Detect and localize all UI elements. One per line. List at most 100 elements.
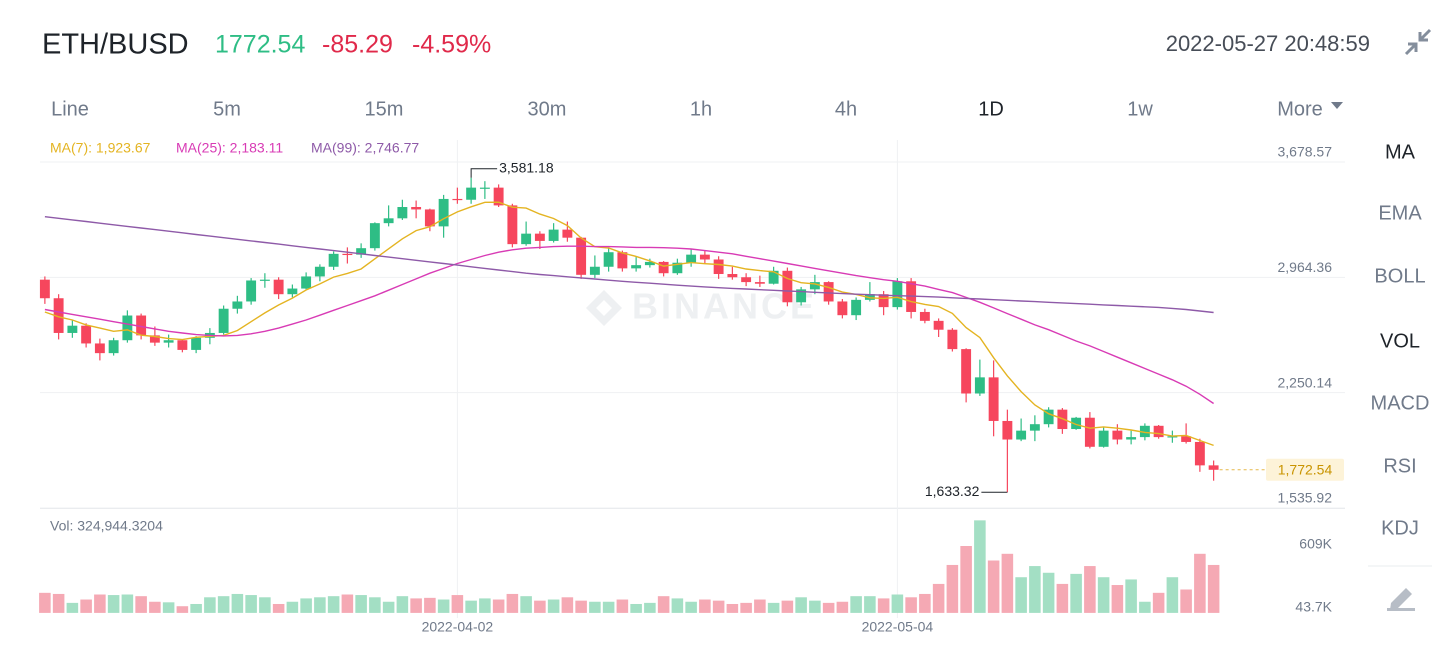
volume-bar bbox=[1194, 553, 1206, 613]
volume-bar bbox=[1152, 592, 1165, 613]
more-tab[interactable]: More bbox=[1277, 98, 1323, 120]
candle-body bbox=[864, 294, 875, 300]
candle-body bbox=[617, 252, 628, 269]
candle-body bbox=[919, 311, 930, 321]
candle-body bbox=[644, 261, 655, 266]
volume-bar bbox=[520, 596, 532, 613]
candle-body bbox=[1153, 425, 1164, 438]
interval-tab-active[interactable]: 1D bbox=[978, 98, 1004, 120]
volume-bar bbox=[602, 601, 615, 613]
indicator[interactable]: RSI bbox=[1383, 455, 1416, 477]
candle-body bbox=[369, 223, 380, 249]
legend-item: MA(25): 2,183.11 bbox=[176, 140, 283, 156]
volume-bar bbox=[272, 603, 285, 613]
interval-tab[interactable]: 1w bbox=[1127, 98, 1153, 120]
ma-line bbox=[44, 201, 1214, 447]
volume-bar bbox=[1207, 564, 1220, 613]
collapse-icon[interactable] bbox=[1404, 28, 1432, 56]
volume-bar bbox=[437, 599, 450, 613]
volume-bar bbox=[135, 596, 147, 613]
candle-body bbox=[576, 237, 587, 275]
volume-bar bbox=[286, 601, 299, 613]
volume-bar bbox=[1166, 577, 1179, 613]
volume-bar bbox=[1111, 585, 1124, 613]
interval-tab[interactable]: 5m bbox=[213, 98, 241, 120]
volume-bar bbox=[754, 599, 766, 613]
volume-bar bbox=[575, 600, 587, 613]
volume-bar bbox=[190, 603, 202, 613]
candle-body bbox=[301, 276, 312, 289]
candle-body bbox=[961, 349, 972, 394]
volume-bar bbox=[121, 594, 134, 613]
candle-body bbox=[672, 262, 683, 274]
y-tick-label: 2,964.36 bbox=[1278, 259, 1333, 275]
candle-body bbox=[603, 252, 614, 267]
candle-body bbox=[768, 270, 779, 284]
volume-bar bbox=[355, 595, 367, 613]
candle-body bbox=[149, 335, 160, 343]
price: 1772.54 bbox=[215, 31, 305, 59]
interval-tab[interactable]: 30m bbox=[528, 98, 567, 120]
volume-bar bbox=[80, 599, 92, 613]
volume-bar bbox=[740, 602, 752, 613]
candle-body bbox=[246, 280, 257, 302]
indicator-active[interactable]: VOL bbox=[1380, 330, 1420, 352]
candle-body bbox=[521, 233, 532, 245]
indicator[interactable]: MACD bbox=[1371, 392, 1430, 414]
high-marker-label: 3,581.18 bbox=[499, 159, 554, 175]
candle-body bbox=[713, 259, 724, 275]
interval-tab[interactable]: 1h bbox=[690, 98, 712, 120]
indicator[interactable]: KDJ bbox=[1381, 517, 1419, 539]
volume-bar bbox=[1097, 577, 1110, 613]
volume-bar bbox=[767, 602, 780, 613]
indicator[interactable]: EMA bbox=[1378, 202, 1422, 224]
volume-bar bbox=[1125, 579, 1137, 613]
volume-bar bbox=[245, 595, 257, 613]
draw-tool-icon[interactable] bbox=[1387, 588, 1415, 611]
candle-body bbox=[947, 329, 958, 350]
candle-body bbox=[562, 229, 573, 238]
candle-body bbox=[232, 301, 243, 309]
candle-body bbox=[466, 187, 477, 200]
volume-bar bbox=[341, 594, 354, 613]
volume-bar bbox=[410, 598, 422, 613]
volume-bar bbox=[946, 564, 959, 613]
candle-body bbox=[383, 218, 394, 224]
indicator-active[interactable]: MA bbox=[1385, 141, 1416, 163]
candle-body bbox=[782, 270, 793, 303]
indicator[interactable]: BOLL bbox=[1374, 265, 1425, 287]
interval-tab[interactable]: 15m bbox=[365, 98, 404, 120]
volume-bar bbox=[891, 594, 904, 613]
legend-item: MA(7): 1,923.67 bbox=[50, 140, 151, 156]
volume-bar bbox=[451, 595, 464, 613]
candle-body bbox=[1112, 430, 1123, 440]
candle-body bbox=[39, 279, 50, 299]
candle-body bbox=[507, 205, 518, 245]
volume-bar bbox=[547, 599, 560, 613]
volume-tick-label: 609K bbox=[1299, 536, 1332, 552]
low-marker-label: 1,633.32 bbox=[925, 483, 980, 499]
volume-bar bbox=[39, 592, 51, 613]
last-price-label: 1,772.54 bbox=[1278, 461, 1333, 477]
candle-body bbox=[796, 289, 807, 303]
volume-bar bbox=[960, 545, 972, 613]
candle-body bbox=[1016, 430, 1027, 440]
candle-body bbox=[163, 340, 174, 343]
interval-tab[interactable]: Line bbox=[51, 98, 89, 120]
symbol: ETH/BUSD bbox=[42, 29, 189, 61]
volume-bar bbox=[644, 602, 656, 613]
volume-bar bbox=[1180, 589, 1192, 613]
candle-body bbox=[287, 288, 298, 295]
volume-bar bbox=[616, 599, 629, 613]
volume-bar bbox=[712, 600, 725, 613]
volume-bar bbox=[1084, 566, 1096, 613]
interval-tab[interactable]: 4h bbox=[835, 98, 857, 120]
volume-bar bbox=[932, 583, 945, 613]
volume-bar bbox=[300, 598, 312, 613]
candle-body bbox=[108, 340, 119, 354]
volume-bar bbox=[987, 560, 1000, 613]
candle-body bbox=[1098, 430, 1109, 447]
more-caret bbox=[1331, 102, 1343, 109]
candle-body bbox=[809, 282, 820, 290]
candle-body bbox=[411, 207, 422, 210]
